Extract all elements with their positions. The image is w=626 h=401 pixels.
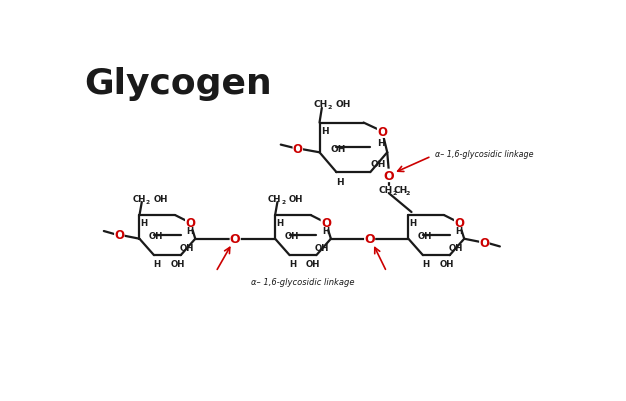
Text: H: H <box>409 218 417 227</box>
Text: OH: OH <box>289 194 304 203</box>
Text: 2: 2 <box>327 105 332 110</box>
Text: H: H <box>322 226 329 235</box>
Text: 2: 2 <box>281 200 285 205</box>
Text: H: H <box>455 226 463 235</box>
Text: OH: OH <box>306 259 321 268</box>
Text: O: O <box>377 126 387 138</box>
Text: O: O <box>454 217 464 230</box>
Text: 2: 2 <box>393 191 397 196</box>
Text: OH: OH <box>335 99 351 109</box>
Text: α– 1,6-glycosidic linkage: α– 1,6-glycosidic linkage <box>435 150 534 159</box>
Text: OH: OH <box>331 145 346 154</box>
Text: H: H <box>153 259 161 268</box>
Text: O: O <box>230 233 240 245</box>
Text: CH: CH <box>379 185 393 194</box>
Text: O: O <box>115 229 125 242</box>
Text: OH: OH <box>448 244 463 253</box>
Text: 2: 2 <box>146 200 150 205</box>
Text: CH: CH <box>268 194 281 203</box>
Text: O: O <box>384 170 394 182</box>
Text: CH: CH <box>394 185 408 194</box>
Text: H: H <box>141 218 148 227</box>
Text: α– 1,6-glycosidic linkage: α– 1,6-glycosidic linkage <box>250 277 354 286</box>
Text: H: H <box>337 177 344 186</box>
Text: O: O <box>185 217 195 230</box>
Text: CH: CH <box>313 99 327 109</box>
Text: OH: OH <box>180 244 193 253</box>
Text: O: O <box>293 143 303 156</box>
Text: OH: OH <box>418 231 432 241</box>
Text: 2: 2 <box>405 191 409 196</box>
Text: OH: OH <box>149 231 163 241</box>
Text: H: H <box>289 259 296 268</box>
Text: H: H <box>321 126 329 136</box>
Text: OH: OH <box>284 231 299 241</box>
Text: OH: OH <box>170 259 185 268</box>
Text: CH: CH <box>132 194 146 203</box>
Text: OH: OH <box>315 244 329 253</box>
Text: OH: OH <box>153 194 168 203</box>
Text: H: H <box>423 259 429 268</box>
Text: H: H <box>187 226 193 235</box>
Text: H: H <box>276 218 284 227</box>
Text: OH: OH <box>371 159 386 168</box>
Text: OH: OH <box>439 259 454 268</box>
Text: Glycogen: Glycogen <box>85 67 272 101</box>
Text: H: H <box>377 138 385 148</box>
Text: O: O <box>480 237 490 249</box>
Text: O: O <box>364 233 375 245</box>
Text: O: O <box>321 217 331 230</box>
